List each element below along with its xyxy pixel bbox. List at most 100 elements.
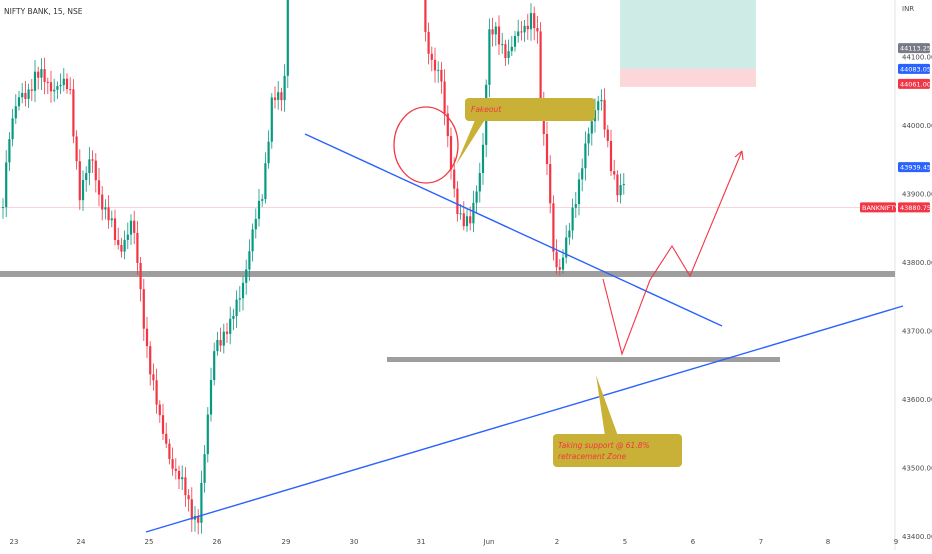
candle-body — [53, 89, 56, 92]
candle-body — [526, 25, 529, 30]
candle-body — [190, 499, 193, 520]
candle-body — [529, 13, 533, 30]
candle-body — [11, 118, 14, 140]
y-tick-label: 44000.00 — [902, 122, 932, 130]
candle-body — [203, 454, 206, 483]
x-tick-label: 9 — [894, 538, 898, 546]
candle-body — [155, 380, 158, 405]
candle-body — [30, 89, 33, 91]
candle-body — [472, 202, 475, 224]
candle-body — [533, 13, 536, 29]
candle-body — [75, 136, 78, 162]
candle-body — [245, 269, 248, 283]
candle-body — [254, 218, 257, 230]
candle-body — [81, 180, 85, 201]
x-tick-label: 6 — [691, 538, 696, 546]
candle-body — [152, 374, 155, 381]
candles — [1, 0, 625, 535]
x-tick-label: 8 — [826, 538, 830, 546]
candle-body — [465, 216, 469, 227]
y-tick-label: 43400.00 — [902, 533, 932, 541]
candle-body — [280, 92, 283, 101]
candle-body — [286, 0, 289, 76]
descending-trendline — [304, 133, 723, 327]
y-tick-label: 44100.00 — [902, 54, 932, 62]
candle-body — [174, 468, 177, 471]
candle-body — [430, 53, 433, 60]
candle-body — [43, 69, 46, 82]
candle-body — [273, 97, 277, 100]
candle-body — [456, 188, 459, 214]
stop-zone — [620, 68, 756, 87]
candle-body — [443, 81, 446, 114]
candle-body — [120, 245, 123, 252]
candle-body — [104, 207, 107, 210]
candle-body — [145, 328, 149, 347]
candle-body — [453, 169, 456, 189]
y-tick-label: 43900.00 — [902, 191, 932, 199]
candle-body — [158, 404, 161, 416]
y-tick-label: 43700.00 — [902, 328, 932, 336]
candle-body — [536, 28, 539, 32]
x-tick-label: 31 — [417, 538, 426, 546]
candle-body — [581, 168, 584, 180]
candle-body — [469, 216, 472, 224]
candle-body — [501, 44, 504, 46]
candle-body — [59, 85, 62, 87]
price-tag-last-price — [898, 202, 930, 213]
candle-body — [609, 140, 613, 172]
candle-body — [241, 282, 245, 299]
candle-body — [165, 433, 168, 444]
candle-body — [110, 218, 113, 221]
price-tag-resistance-low — [898, 63, 930, 74]
price-tag-label-resistance-low: 44083.05 — [900, 65, 931, 73]
candle-body — [545, 133, 549, 164]
candle-body — [283, 75, 286, 101]
candle-body — [491, 29, 494, 35]
candle-body — [101, 194, 104, 210]
price-tag-resistance-high — [898, 43, 930, 54]
candle-body — [225, 331, 229, 334]
fakeout-callout-pointer — [456, 118, 486, 165]
candle-body — [440, 69, 443, 82]
x-tick-label: Jun — [483, 538, 495, 546]
candle-body — [552, 203, 555, 252]
candle-body — [133, 220, 136, 233]
resistance-zone — [0, 271, 895, 277]
candle-body — [117, 239, 120, 246]
candle-body — [577, 179, 581, 205]
price-tag-label-last-price: 43880.75 — [900, 204, 931, 212]
candle-body — [24, 92, 27, 99]
candle-body — [270, 97, 273, 142]
candle-body — [5, 162, 8, 208]
candle-body — [94, 160, 97, 181]
candle-body — [85, 173, 88, 181]
candle-body — [523, 25, 526, 33]
candle-body — [97, 180, 101, 195]
candle-body — [433, 59, 437, 71]
candle-body — [91, 159, 94, 161]
candle-body — [558, 267, 561, 270]
candle-body — [197, 515, 200, 523]
y-tick-label: 43600.00 — [902, 396, 932, 404]
candle-body — [590, 121, 593, 134]
last-price-symbol-tag — [860, 202, 896, 213]
x-tick-label: 2 — [555, 538, 559, 546]
support-callout-pointer — [596, 375, 618, 436]
candle-body — [437, 69, 440, 71]
candle-body — [606, 129, 609, 141]
last-price-symbol-label: BANKNIFTY — [862, 204, 898, 212]
price-tags: 44490.7044446.4044113.2544083.0544061.00… — [898, 43, 931, 213]
candle-body — [603, 99, 606, 130]
price-tag-label-entry: 43939.45 — [900, 164, 931, 172]
candle-body — [27, 89, 30, 99]
candle-body — [200, 482, 203, 523]
candle-body — [488, 29, 491, 85]
candle-body — [219, 339, 222, 346]
support-text-line2: retracement Zone — [558, 452, 627, 461]
candle-body — [619, 185, 622, 196]
price-tag-stop — [898, 78, 930, 89]
candle-body — [216, 339, 219, 352]
candle-body — [561, 257, 565, 270]
